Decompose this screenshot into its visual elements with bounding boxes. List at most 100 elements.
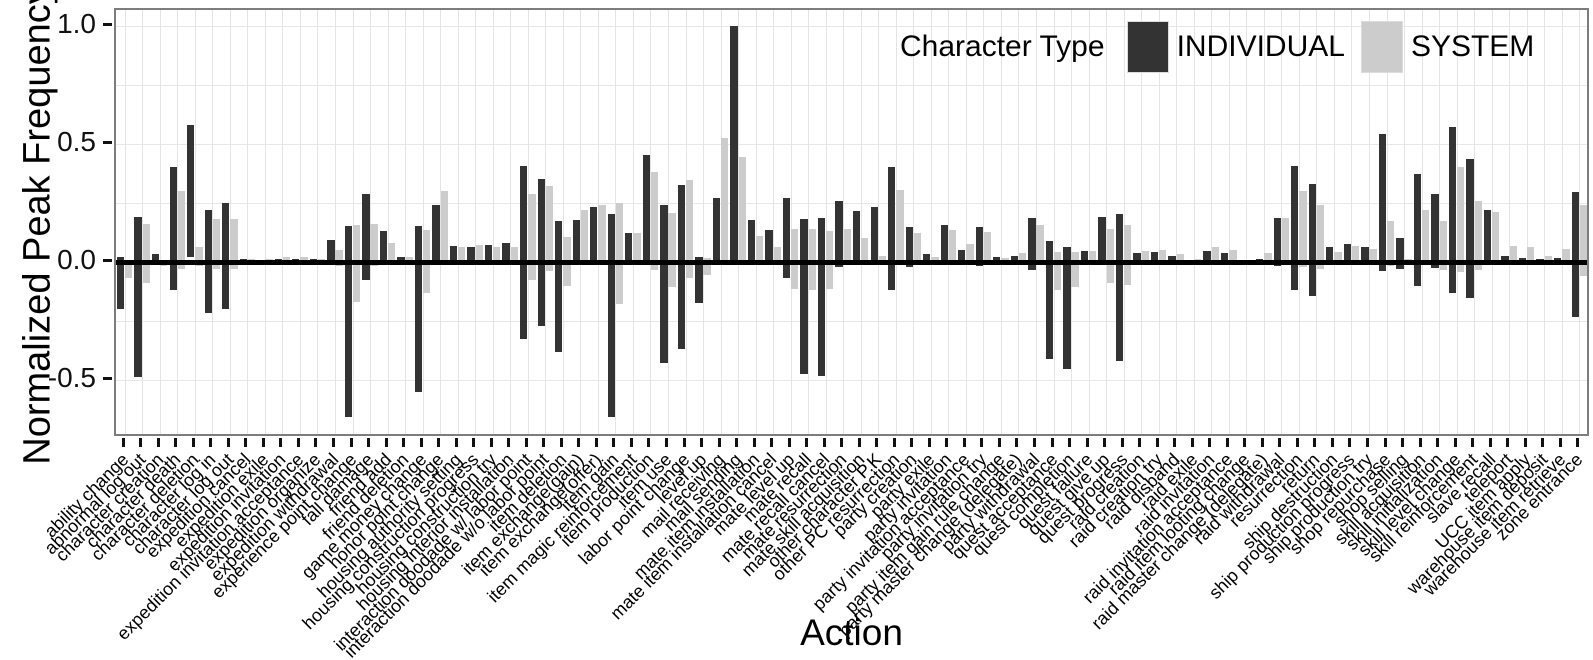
x-axis-tick: [963, 438, 966, 447]
bar-system: [1509, 246, 1517, 262]
v-gridline: [1562, 10, 1563, 434]
bar-individual: [537, 178, 545, 327]
v-gridline: [1351, 10, 1352, 434]
x-axis-tick: [279, 438, 282, 447]
bar-system: [1544, 255, 1552, 262]
bar-individual: [362, 194, 370, 281]
bar-system: [335, 249, 343, 267]
h-gridline: [116, 380, 1587, 381]
bar-individual: [625, 233, 633, 262]
v-gridline: [966, 10, 967, 434]
bar-system: [738, 156, 746, 262]
x-axis-tick: [1313, 438, 1316, 447]
x-axis-tick: [367, 438, 370, 447]
v-gridline: [1334, 10, 1335, 434]
v-gridline: [1527, 10, 1528, 434]
bar-individual: [1518, 258, 1527, 262]
bar-individual: [747, 220, 756, 262]
bar-individual: [607, 214, 615, 418]
y-axis-tick: [103, 377, 112, 380]
v-gridline: [878, 10, 879, 434]
x-axis-tick: [823, 438, 826, 447]
bar-system: [1281, 217, 1290, 262]
x-axis-tick: [1138, 438, 1141, 447]
x-axis-tick: [157, 438, 160, 447]
v-gridline: [808, 10, 809, 434]
v-gridline: [1054, 10, 1055, 434]
x-axis-tick: [1191, 438, 1194, 447]
bar-system: [142, 223, 150, 283]
x-axis-tick: [893, 438, 896, 447]
x-axis-tick: [928, 438, 931, 447]
bar-individual: [484, 245, 493, 262]
x-axis-tick: [332, 438, 335, 447]
v-gridline: [861, 10, 862, 434]
x-axis-tick: [1559, 438, 1562, 447]
x-axis-tick: [1471, 438, 1474, 447]
v-gridline: [580, 10, 581, 434]
y-axis-tick-label: 0.5: [57, 126, 96, 157]
bar-system: [1089, 250, 1097, 262]
y-axis-tick: [103, 23, 112, 26]
x-axis-tick: [1278, 438, 1281, 447]
bar-individual: [397, 256, 405, 262]
bar-system: [966, 243, 974, 262]
x-axis-tick: [525, 438, 528, 447]
x-axis-tick: [1173, 438, 1176, 447]
bar-individual: [1045, 241, 1054, 360]
plot-panel: [114, 8, 1589, 436]
x-axis-tick: [1454, 438, 1457, 447]
bar-individual: [152, 254, 160, 262]
bar-system: [493, 247, 501, 262]
v-gridline: [913, 10, 914, 434]
x-axis-tick: [1384, 438, 1387, 447]
bar-system: [458, 247, 466, 262]
bar-system: [633, 233, 641, 262]
bar-system: [212, 219, 221, 269]
bar-individual: [642, 155, 651, 262]
v-gridline: [1106, 10, 1107, 434]
y-axis-tick-label: 0.0: [57, 244, 96, 275]
v-gridline: [388, 10, 389, 434]
x-axis-tick: [998, 438, 1001, 447]
bar-system: [861, 237, 869, 262]
bar-system: [1018, 253, 1027, 262]
v-gridline: [791, 10, 792, 434]
x-axis-tick: [1348, 438, 1351, 447]
bar-individual: [520, 165, 528, 340]
v-gridline: [1404, 10, 1405, 434]
x-axis-tick: [262, 438, 265, 447]
bar-individual: [923, 254, 931, 262]
v-gridline: [1316, 10, 1317, 434]
bar-individual: [134, 216, 142, 378]
bar-system: [1351, 246, 1360, 262]
x-axis-tick: [910, 438, 913, 447]
v-gridline: [1141, 10, 1142, 434]
x-axis-tick: [507, 438, 510, 447]
bar-individual: [414, 226, 423, 393]
x-axis-tick: [1541, 438, 1544, 447]
v-gridline: [843, 10, 844, 434]
v-gridline: [335, 10, 336, 434]
v-gridline: [615, 10, 616, 434]
bar-individual: [327, 240, 335, 262]
x-axis-tick: [1331, 438, 1334, 447]
bar-individual: [379, 230, 388, 262]
x-axis-tick: [770, 438, 773, 447]
y-axis-tick-label: 1.0: [57, 8, 96, 39]
x-axis-tick: [1243, 438, 1246, 447]
v-gridline: [142, 10, 143, 434]
bar-system: [1369, 248, 1377, 262]
bar-system: [1106, 228, 1114, 283]
bar-individual: [1221, 253, 1229, 262]
bar-individual: [116, 256, 125, 309]
bar-individual: [222, 202, 230, 309]
bar-individual: [1326, 247, 1334, 262]
x-axis-tick: [1121, 438, 1124, 447]
bar-system: [1492, 211, 1500, 262]
v-gridline: [650, 10, 651, 434]
x-axis-tick: [1419, 438, 1422, 447]
v-gridline: [458, 10, 459, 434]
x-axis-tick: [630, 438, 633, 447]
bar-individual: [467, 247, 475, 262]
